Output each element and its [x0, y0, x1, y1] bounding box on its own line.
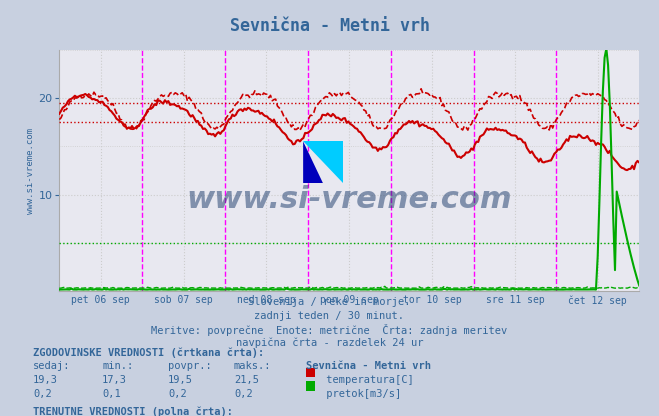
Text: Slovenija / reke in morje.: Slovenija / reke in morje.	[248, 297, 411, 307]
Text: min.:: min.:	[102, 361, 133, 371]
Text: 19,3: 19,3	[33, 375, 58, 385]
Text: 0,1: 0,1	[102, 389, 121, 399]
Text: Sevnična - Metni vrh: Sevnična - Metni vrh	[229, 17, 430, 35]
Text: 0,2: 0,2	[168, 389, 186, 399]
Text: maks.:: maks.:	[234, 361, 272, 371]
Text: 19,5: 19,5	[168, 375, 193, 385]
Text: navpična črta - razdelek 24 ur: navpična črta - razdelek 24 ur	[236, 337, 423, 348]
Polygon shape	[303, 141, 343, 183]
Text: 21,5: 21,5	[234, 375, 259, 385]
Text: povpr.:: povpr.:	[168, 361, 212, 371]
Polygon shape	[303, 141, 323, 183]
Text: www.si-vreme.com: www.si-vreme.com	[186, 185, 512, 214]
Text: sedaj:: sedaj:	[33, 361, 71, 371]
Text: temperatura[C]: temperatura[C]	[320, 375, 413, 385]
Text: Meritve: povprečne  Enote: metrične  Črta: zadnja meritev: Meritve: povprečne Enote: metrične Črta:…	[152, 324, 507, 336]
Text: zadnji teden / 30 minut.: zadnji teden / 30 minut.	[254, 311, 405, 321]
Text: Sevnična - Metni vrh: Sevnična - Metni vrh	[306, 361, 432, 371]
Text: 17,3: 17,3	[102, 375, 127, 385]
Y-axis label: www.si-vreme.com: www.si-vreme.com	[26, 128, 36, 213]
Text: 0,2: 0,2	[33, 389, 51, 399]
Text: TRENUTNE VREDNOSTI (polna črta):: TRENUTNE VREDNOSTI (polna črta):	[33, 406, 233, 416]
Text: pretok[m3/s]: pretok[m3/s]	[320, 389, 401, 399]
Text: 0,2: 0,2	[234, 389, 252, 399]
Text: ZGODOVINSKE VREDNOSTI (črtkana črta):: ZGODOVINSKE VREDNOSTI (črtkana črta):	[33, 347, 264, 358]
